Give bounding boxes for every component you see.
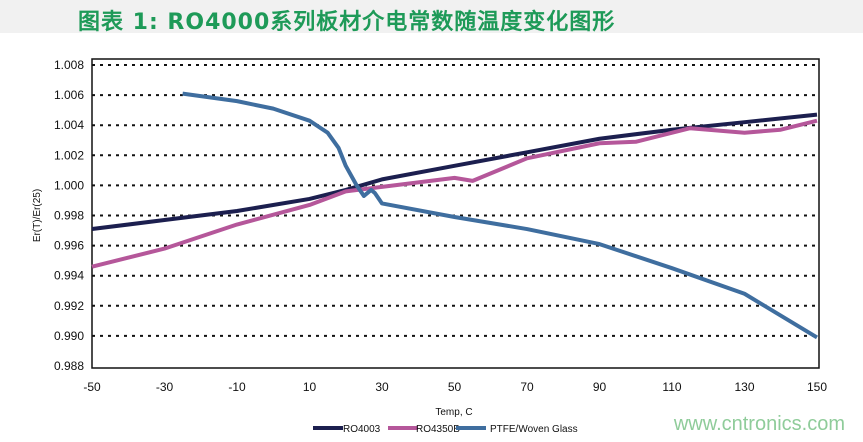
chart-title: 图表 1: RO4000系列板材介电常数随温度变化图形 <box>78 10 616 35</box>
x-tick-label: 90 <box>593 380 607 394</box>
y-tick-label: 0.994 <box>54 269 84 283</box>
x-tick-label: 110 <box>662 380 681 394</box>
title-banner <box>0 0 863 33</box>
y-tick-label: 1.004 <box>54 118 84 132</box>
x-tick-label: 130 <box>734 380 754 394</box>
series-line-ptfe-woven-glass <box>182 91 819 340</box>
y-tick-label: 0.998 <box>54 209 84 223</box>
y-tick-label: 1.002 <box>54 148 84 162</box>
x-tick-label: -30 <box>156 380 174 394</box>
x-axis-label: Temp, C <box>435 407 472 418</box>
y-axis-label: Er(T)/Er(25) <box>32 189 43 242</box>
x-tick-label: 10 <box>303 380 317 394</box>
series-line-ro4350b <box>91 118 818 269</box>
x-tick-label: 70 <box>520 380 534 394</box>
legend-label: RO4350B <box>416 424 460 435</box>
y-tick-label: 0.990 <box>54 329 84 343</box>
y-tick-label: 1.000 <box>54 178 84 192</box>
legend-label: RO4003 <box>343 424 381 435</box>
legend-label: PTFE/Woven Glass <box>490 424 578 435</box>
x-tick-label: 30 <box>375 380 389 394</box>
watermark: www.cntronics.com <box>673 413 845 435</box>
x-tick-label: 150 <box>807 380 827 394</box>
x-tick-label: 50 <box>448 380 462 394</box>
x-tick-label: -10 <box>228 380 246 394</box>
y-tick-label: 1.006 <box>54 88 84 102</box>
x-tick-label: -50 <box>83 380 101 394</box>
y-tick-label: 0.996 <box>54 239 84 253</box>
y-tick-label: 0.992 <box>54 299 84 313</box>
y-tick-label: 0.988 <box>54 359 84 373</box>
y-tick-label: 1.008 <box>54 58 84 72</box>
